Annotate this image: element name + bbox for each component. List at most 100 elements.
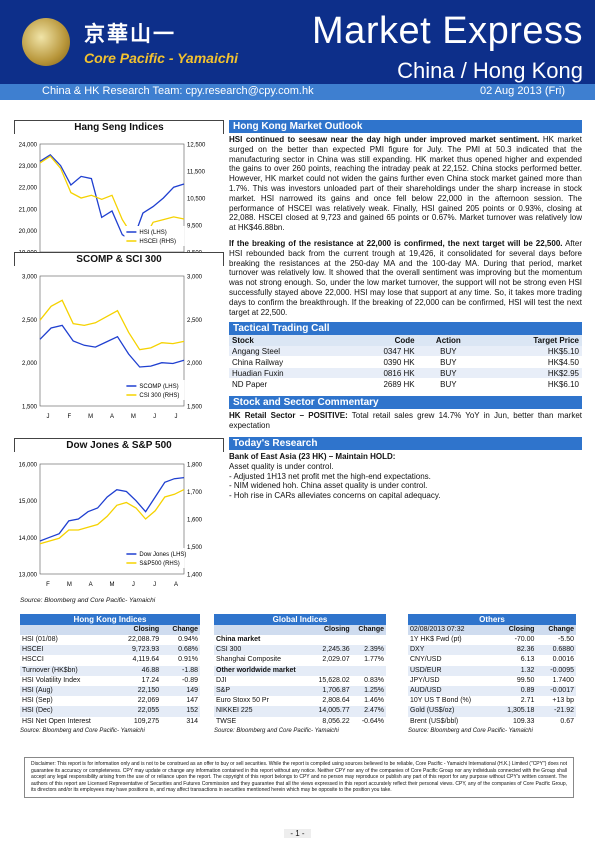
outlook-heading: Hong Kong Market Outlook (229, 120, 582, 133)
row-label: HSI (Sep) (22, 697, 53, 705)
research-line: - Adjusted 1H13 net profit met the high-… (229, 471, 431, 481)
row-value (351, 665, 386, 676)
row-value: 14,005.77 (310, 706, 352, 717)
page-number: - 1 - (0, 829, 595, 838)
table-source-note: Source: Bloomberg and Core Pacific- Yama… (20, 727, 145, 734)
series-line (39, 324, 185, 368)
col-action: Action (417, 335, 480, 347)
sector-commentary: HK Retail Sector – POSITIVE: Total retai… (229, 409, 582, 433)
row-label: 1Y HK$ Fwd (pt) (410, 636, 462, 643)
col-closing: Closing (494, 625, 537, 635)
right-tick-label: 2,500 (187, 318, 203, 324)
outlook-body-1: HK market surged on the better than expe… (229, 135, 582, 233)
table-row: HSCCI 4,119.64 0.91% (20, 655, 200, 665)
series-line (39, 155, 185, 243)
row-value: 0390 HK (343, 356, 418, 369)
right-tick-label: 1,800 (187, 463, 203, 469)
tactical-table: Stock Code Action Target Price Angang St… (229, 335, 582, 391)
research-headline: Bank of East Asia (23 HK) – Maintain HOL… (229, 451, 396, 461)
row-label: HSI (Aug) (20, 686, 116, 697)
row-value (310, 665, 352, 676)
right-tick-label: 1,500 (187, 545, 203, 551)
col-change: Change (161, 625, 200, 635)
right-tick-label: 1,400 (187, 573, 203, 579)
row-value: 1.77% (364, 656, 384, 664)
row-value: 109.33 (513, 717, 535, 725)
table-row: NIKKEI 225 14,005.77 2.47% (214, 706, 386, 717)
legend-label: HSCEI (RHS) (139, 239, 176, 245)
left-tick-label: 24,000 (19, 143, 38, 149)
table-row: DXY 82.36 0.6880 (408, 645, 576, 656)
right-tick-label: 1,500 (187, 405, 203, 411)
row-value: 147 (186, 697, 198, 705)
scomp-chart-plot: 3,000 2,500 2,000 1,500 3,000 2,500 2,000 1,500… (22, 275, 203, 421)
left-tick-label: 2,500 (22, 318, 38, 324)
hk-indices-table: Hong Kong Indices Closing Change HSI (01/0… (20, 614, 200, 734)
dow-chart-plot: 16,000 15,000 14,000 13,000 1,800 1,700 1,600 1… (19, 463, 203, 589)
row-label: China market (216, 636, 261, 643)
dow-chart: Dow Jones & S&P 500 16,000 15,000 14,000 13… (14, 438, 224, 602)
x-tick-label: A (110, 414, 114, 420)
left-tick-label: 22,000 (19, 186, 38, 192)
row-value: 1.25% (351, 686, 386, 697)
left-tick-label: 23,000 (19, 164, 38, 170)
table-row: CSI 300 2,245.36 2.39% (214, 645, 386, 656)
row-label: HSCEI (20, 645, 116, 656)
table-row: Angang Steel 0347 HK BUY HK$5.10 (229, 346, 582, 358)
series-line (39, 476, 185, 542)
col-timestamp: 02/08/2013 07:32 (408, 625, 495, 635)
row-value: -0.89 (182, 676, 198, 684)
table-row: Gold (US$/oz) 1,305.18 -21.92 (408, 706, 576, 717)
row-value: BUY (417, 346, 480, 358)
col-change: Change (351, 625, 386, 635)
chart-title: Dow Jones & S&P 500 (14, 438, 224, 452)
research-team-email[interactable]: China & HK Research Team: cpy.research@c… (42, 85, 314, 97)
research-heading: Today's Research (229, 436, 582, 450)
x-tick-label: A (174, 582, 178, 588)
table-row: HSI (Sep) 22,069 147 (20, 696, 200, 706)
row-value: 22,088.79 (128, 636, 160, 643)
table-header-row: Stock Code Action Target Price (229, 335, 582, 347)
research-line: - NIM widened hoh. China asset quality i… (229, 481, 428, 491)
sector-headline: HK Retail Sector – POSITIVE: (229, 411, 348, 421)
row-label: TWSE (216, 717, 237, 725)
others-table: Others 02/08/2013 07:32 Closing Change 1Y H… (408, 614, 576, 734)
table-row: HSI Volatility Index 17.24 -0.89 (20, 676, 200, 686)
left-tick-label: 3,000 (22, 275, 38, 281)
table-source-note: Source: Bloomberg and Core Pacific- Yama… (408, 727, 533, 734)
commentary-column: Hong Kong Market Outlook HSI continued t… (229, 120, 582, 503)
table-row: Turnover (HK$bn) 46.88 -1.88 (20, 665, 200, 676)
row-label: Gold (US$/oz) (408, 706, 495, 717)
table-row: HSI (Dec) 22,055 152 (20, 706, 200, 717)
hk-indices-heading: Hong Kong Indices (20, 614, 200, 625)
row-label: Other worldwide market (214, 665, 311, 676)
row-value: -1.88 (161, 665, 200, 676)
row-label: CNY/USD (410, 656, 442, 664)
table-row: AUD/USD 0.89 -0.0017 (408, 686, 576, 697)
legend-label: Dow Jones (LHS) (139, 552, 186, 558)
row-value: -70.00 (514, 636, 535, 643)
chart-title: Hang Seng Indices (14, 120, 224, 134)
report-date: 02 Aug 2013 (Fri) (480, 85, 565, 97)
row-label: HSI (Dec) (20, 706, 116, 717)
row-value: HK$4.50 (479, 356, 582, 369)
row-value: 0.67 (560, 717, 574, 725)
research-line: Asset quality is under control. (229, 461, 334, 471)
research-line: - Hoh rise in CARs alleviates concerns o… (229, 491, 441, 501)
row-label: HSCCI (22, 656, 44, 664)
table-row: HSI (01/08) 22,088.79 0.94% (20, 635, 200, 645)
row-label: Euro Stoxx 50 Pr (216, 697, 269, 705)
x-tick-label: M (67, 582, 72, 588)
row-value: 0816 HK (343, 367, 418, 380)
table-row: ND Paper 2689 HK BUY HK$6.10 (229, 378, 582, 391)
table-row: Euro Stoxx 50 Pr 2,808.64 1.46% (214, 696, 386, 706)
row-value: 1.32 (494, 665, 537, 676)
row-value: 149 (161, 686, 200, 697)
row-value: -0.0095 (536, 665, 576, 676)
row-value: 0.0016 (552, 656, 574, 664)
x-tick-label: M (110, 582, 115, 588)
scomp-chart: SCOMP & SCI 300 3,000 2,500 2,000 1,500 3,00… (14, 252, 224, 432)
col-blank (20, 625, 116, 635)
col-change: Change (536, 625, 576, 635)
x-tick-label: M (131, 414, 136, 420)
